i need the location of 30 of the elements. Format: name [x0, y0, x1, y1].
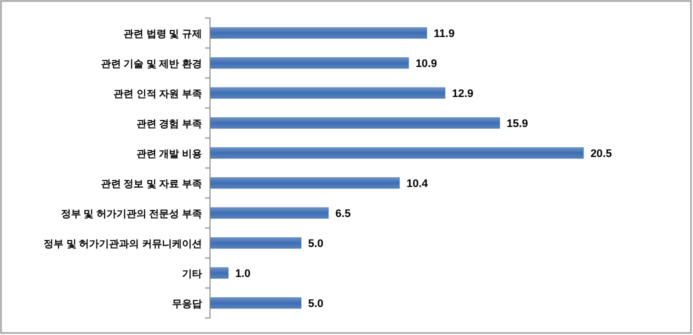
y-tick-label: 관련 정보 및 자료 부족 — [100, 179, 202, 190]
y-tick-label: 관련 법령 및 규제 — [124, 29, 202, 40]
data-label: 5.0 — [308, 238, 324, 250]
bar — [210, 57, 409, 69]
y-tick-label: 무응답 — [172, 299, 202, 310]
y-tick-label: 관련 경험 부족 — [136, 119, 202, 130]
y-tick-label: 관련 기술 및 제반 환경 — [100, 59, 202, 70]
bar — [210, 87, 446, 99]
bar — [210, 27, 428, 39]
bar — [210, 297, 302, 309]
data-label: 10.4 — [406, 178, 429, 190]
data-label: 6.5 — [335, 208, 351, 220]
bar — [210, 207, 329, 219]
y-tick-label: 관련 개발 비용 — [136, 149, 202, 160]
bar — [210, 237, 302, 249]
y-tick-label: 정부 및 허가기관과의 커뮤니케이션 — [44, 239, 202, 250]
y-tick-label: 기타 — [182, 269, 202, 280]
bar — [210, 147, 584, 159]
data-label: 1.0 — [235, 268, 251, 280]
data-label: 20.5 — [590, 148, 612, 160]
bar — [210, 267, 228, 279]
data-label: 11.9 — [434, 28, 455, 40]
y-tick-label: 관련 인적 자원 부족 — [114, 89, 202, 100]
data-label: 10.9 — [416, 58, 437, 70]
y-tick-label: 정부 및 허가기관의 전문성 부족 — [60, 209, 202, 220]
bar — [210, 177, 400, 189]
data-label: 12.9 — [452, 88, 474, 100]
bar — [210, 117, 500, 129]
data-label: 5.0 — [308, 298, 324, 310]
data-label: 15.9 — [506, 118, 528, 130]
